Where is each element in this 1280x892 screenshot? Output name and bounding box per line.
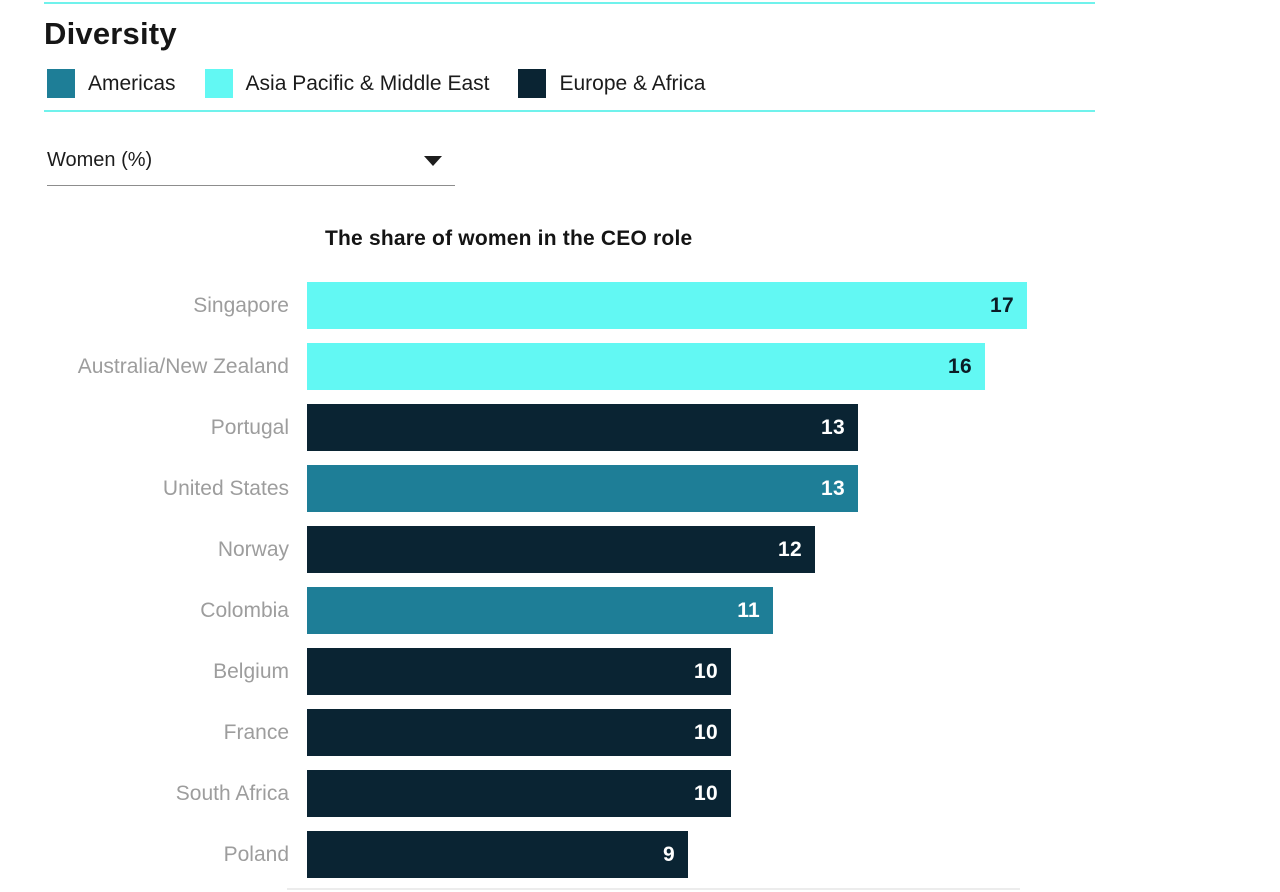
metric-dropdown-value: Women (%) (47, 149, 153, 171)
bar-row: Norway 12 (44, 519, 1095, 580)
bar-row: Colombia 11 (44, 580, 1095, 641)
category-label: Singapore (193, 293, 289, 317)
bar-value-label: 13 (821, 415, 845, 439)
bar[interactable]: 13 (307, 465, 858, 512)
category-label: Colombia (200, 598, 289, 622)
bar[interactable]: 16 (307, 343, 985, 390)
clipped-next-row-edge (287, 888, 1020, 890)
legend-item-europe-africa[interactable]: Europe & Africa (518, 69, 705, 98)
category-label: South Africa (175, 781, 289, 805)
category-label: Portugal (210, 415, 289, 439)
legend-item-americas[interactable]: Americas (47, 69, 176, 98)
legend-swatch-americas (47, 69, 75, 98)
section-title: Diversity (44, 16, 177, 51)
bar-row: Singapore 17 (44, 275, 1095, 336)
bar[interactable]: 10 (307, 770, 731, 817)
top-divider (44, 2, 1095, 4)
category-label: United States (162, 476, 289, 500)
bar[interactable]: 10 (307, 709, 731, 756)
legend-divider (44, 110, 1095, 112)
bar-row: South Africa 10 (44, 763, 1095, 824)
caret-down-icon (424, 156, 442, 166)
bar-value-label: 10 (694, 781, 718, 805)
bar-value-label: 16 (948, 354, 972, 378)
bar-value-label: 10 (694, 659, 718, 683)
metric-dropdown[interactable]: Women (%) (47, 149, 455, 186)
bar[interactable]: 9 (307, 831, 688, 878)
legend-item-asia-pacific-middle-east[interactable]: Asia Pacific & Middle East (204, 69, 490, 98)
bar-value-label: 10 (694, 720, 718, 744)
bar-value-label: 9 (663, 842, 675, 866)
chart-legend: Americas Asia Pacific & Middle East Euro… (47, 69, 705, 98)
bar-value-label: 13 (821, 476, 845, 500)
bar-value-label: 17 (990, 293, 1014, 317)
bar[interactable]: 12 (307, 526, 815, 573)
category-label: Australia/New Zealand (77, 354, 289, 378)
category-label: Poland (223, 842, 289, 866)
legend-swatch-europe-africa (518, 69, 547, 98)
legend-label: Americas (88, 71, 176, 95)
legend-label: Europe & Africa (559, 71, 706, 95)
category-label: Belgium (213, 659, 289, 683)
bar-chart: Singapore 17 Australia/New Zealand 16 Po… (44, 275, 1095, 885)
bar-value-label: 12 (778, 537, 802, 561)
bar[interactable]: 10 (307, 648, 731, 695)
bar-row: Belgium 10 (44, 641, 1095, 702)
legend-label: Asia Pacific & Middle East (245, 71, 490, 95)
bar-value-label: 11 (737, 598, 760, 622)
category-label: Norway (217, 537, 289, 561)
bar-row: Portugal 13 (44, 397, 1095, 458)
bar-row: Australia/New Zealand 16 (44, 336, 1095, 397)
chart-title: The share of women in the CEO role (325, 227, 693, 250)
bar-row: Poland 9 (44, 824, 1095, 885)
bar[interactable]: 13 (307, 404, 858, 451)
bar[interactable]: 11 (307, 587, 773, 634)
category-label: France (223, 720, 289, 744)
bar-row: United States 13 (44, 458, 1095, 519)
bar[interactable]: 17 (307, 282, 1027, 329)
legend-swatch-asia-pacific-middle-east (204, 69, 233, 98)
bar-row: France 10 (44, 702, 1095, 763)
